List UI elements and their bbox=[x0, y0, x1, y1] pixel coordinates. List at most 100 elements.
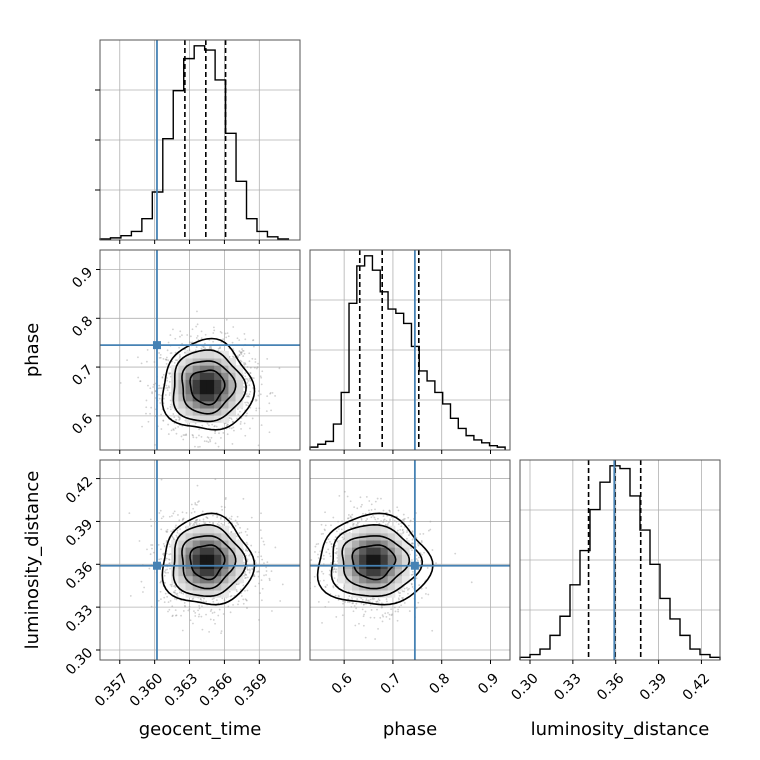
density-cell bbox=[228, 568, 237, 577]
sample-point bbox=[255, 409, 258, 412]
sample-point bbox=[159, 402, 162, 404]
sample-point bbox=[221, 508, 224, 511]
sample-point bbox=[362, 615, 365, 618]
sample-point bbox=[169, 334, 172, 336]
sample-point bbox=[159, 548, 162, 551]
density-cell bbox=[192, 386, 201, 395]
sample-point bbox=[192, 436, 195, 439]
sample-point bbox=[195, 504, 198, 506]
sample-point bbox=[249, 366, 252, 369]
sample-point bbox=[349, 500, 352, 503]
sample-point bbox=[174, 418, 177, 421]
sample-point bbox=[192, 434, 194, 437]
sample-point bbox=[338, 528, 340, 530]
sample-point bbox=[310, 559, 313, 561]
sample-point bbox=[320, 523, 323, 526]
sample-point bbox=[354, 624, 357, 627]
sample-point bbox=[218, 347, 221, 350]
density-cell bbox=[178, 386, 187, 395]
sample-point bbox=[237, 523, 240, 526]
sample-point bbox=[383, 518, 386, 521]
hist-panel-phase bbox=[309, 249, 511, 454]
sample-point bbox=[252, 345, 255, 348]
sample-point bbox=[188, 349, 191, 351]
sample-point bbox=[148, 567, 151, 570]
sample-point bbox=[258, 390, 260, 392]
density-cell bbox=[199, 415, 208, 423]
sample-point bbox=[227, 522, 230, 525]
sample-point bbox=[217, 614, 220, 617]
sample-point bbox=[347, 517, 350, 520]
sample-point bbox=[211, 423, 214, 426]
sample-point bbox=[200, 337, 203, 340]
density-cell bbox=[228, 386, 237, 395]
sample-point bbox=[335, 551, 338, 553]
density-cell bbox=[192, 365, 201, 373]
sample-point bbox=[206, 516, 208, 519]
sample-point bbox=[220, 630, 223, 632]
sample-point bbox=[160, 557, 162, 560]
sample-point bbox=[201, 628, 204, 631]
density-cell bbox=[214, 590, 222, 598]
density-cell bbox=[185, 408, 194, 416]
sample-point bbox=[338, 595, 340, 598]
sample-point bbox=[278, 367, 281, 370]
sample-point bbox=[173, 591, 176, 594]
sample-point bbox=[358, 622, 360, 625]
sample-point bbox=[327, 601, 330, 603]
sample-point bbox=[317, 543, 320, 545]
sample-point bbox=[251, 567, 254, 570]
sample-point bbox=[246, 366, 249, 368]
sample-point bbox=[183, 604, 186, 607]
sample-point bbox=[412, 542, 415, 545]
density-cell bbox=[235, 365, 244, 373]
sample-point bbox=[411, 542, 414, 545]
sample-point bbox=[160, 598, 162, 600]
sample-point bbox=[196, 310, 198, 313]
sample-point bbox=[376, 600, 379, 603]
sample-point bbox=[247, 402, 250, 404]
sample-point bbox=[353, 605, 356, 607]
sample-point bbox=[232, 326, 235, 328]
density-cell bbox=[228, 393, 237, 402]
sample-point bbox=[249, 390, 252, 393]
sample-point bbox=[178, 346, 181, 349]
sample-point bbox=[351, 513, 354, 516]
panel-frame bbox=[99, 249, 301, 451]
sample-point bbox=[265, 570, 268, 572]
sample-point bbox=[150, 525, 153, 527]
density-cell bbox=[171, 393, 179, 402]
sample-point bbox=[163, 601, 166, 604]
sample-point bbox=[166, 387, 169, 389]
sample-point bbox=[163, 571, 166, 573]
sample-point bbox=[239, 351, 242, 354]
sample-point bbox=[346, 495, 349, 498]
sample-point bbox=[151, 544, 154, 546]
sample-point bbox=[205, 440, 208, 443]
sample-point bbox=[313, 575, 316, 578]
sample-point bbox=[159, 353, 162, 356]
sample-point bbox=[188, 608, 191, 611]
sample-point bbox=[178, 591, 181, 594]
sample-point bbox=[195, 346, 198, 348]
sample-point bbox=[194, 503, 197, 506]
density-cell bbox=[192, 568, 201, 577]
sample-point bbox=[159, 509, 162, 512]
sample-point bbox=[248, 554, 251, 557]
sample-point bbox=[249, 379, 252, 382]
density-cell bbox=[214, 372, 222, 380]
density-cell bbox=[206, 365, 215, 373]
sample-point bbox=[172, 512, 175, 515]
sample-point bbox=[169, 352, 172, 355]
sample-point bbox=[244, 530, 247, 533]
sample-point bbox=[222, 613, 225, 615]
sample-point bbox=[160, 528, 163, 531]
density-cell bbox=[199, 554, 208, 562]
hist-steps-geocent_time bbox=[99, 45, 290, 240]
sample-point bbox=[367, 599, 370, 602]
density-cell bbox=[206, 415, 215, 423]
sample-point bbox=[362, 603, 365, 606]
sample-point bbox=[254, 585, 257, 588]
sample-point bbox=[322, 554, 325, 557]
sample-point bbox=[168, 562, 171, 565]
